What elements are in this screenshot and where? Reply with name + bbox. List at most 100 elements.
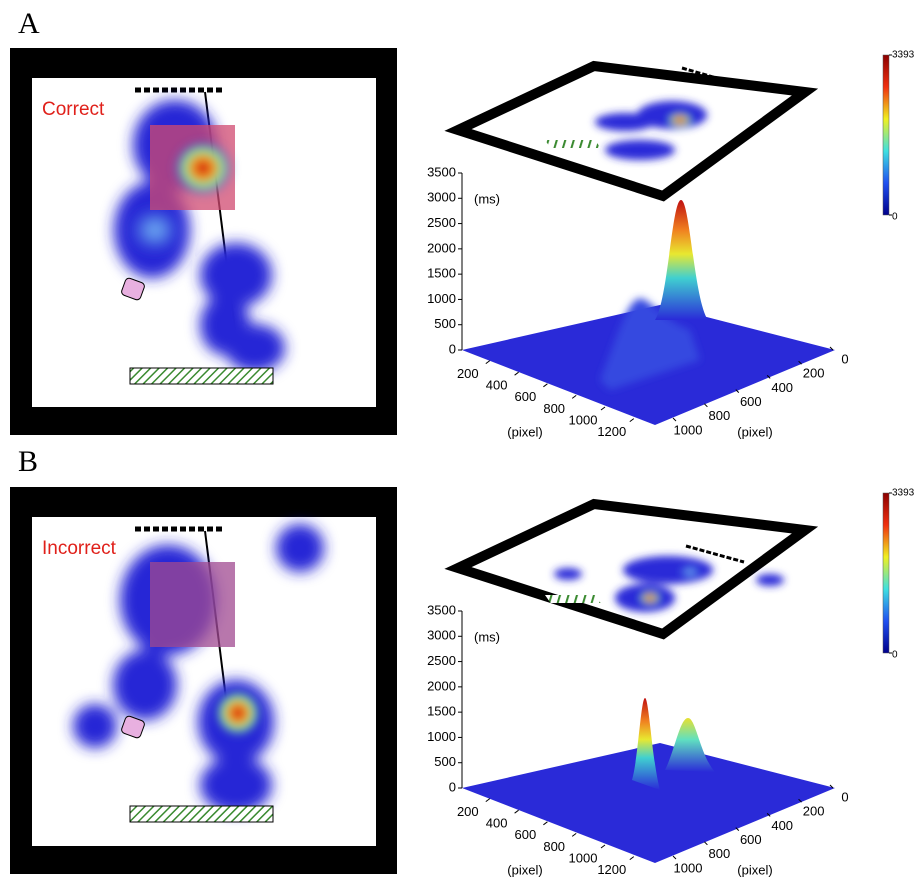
y-tick-label: 800 — [709, 408, 731, 423]
z-tick-label: 3500 — [427, 602, 456, 617]
panel-label: A — [18, 7, 40, 40]
x-tick-label: 1200 — [597, 862, 626, 877]
y-tick-label: 800 — [709, 846, 731, 861]
y-tick — [704, 404, 707, 407]
x-tick-label: 200 — [457, 366, 479, 381]
shape — [554, 568, 582, 580]
z-tick-label: 2500 — [427, 653, 456, 668]
hotspot — [212, 687, 264, 739]
z-tick-label: 0 — [449, 779, 456, 794]
surface-peak — [665, 718, 715, 772]
x-tick — [515, 810, 519, 813]
x-tick-label: 600 — [515, 827, 537, 842]
panel-b: B Incorrect — [10, 445, 397, 874]
x-tick — [572, 395, 576, 398]
x-tick — [630, 857, 634, 860]
surface-plot — [458, 504, 835, 863]
y-tick-label: 400 — [771, 818, 793, 833]
shape — [638, 591, 662, 605]
x-tick — [601, 845, 605, 848]
y-tick-label: 600 — [740, 394, 762, 409]
panel-a: A Correct — [10, 7, 397, 435]
z-tick-label: 1500 — [427, 704, 456, 719]
y-tick-label: 0 — [841, 789, 848, 804]
shape — [200, 243, 272, 307]
x-tick-label: 1000 — [569, 412, 598, 427]
surface-peak — [655, 200, 708, 320]
condition-label: Incorrect — [42, 538, 117, 559]
y-tick — [704, 842, 707, 845]
x-tick-label: 200 — [457, 804, 479, 819]
x-tick — [543, 822, 547, 825]
shape — [200, 757, 272, 813]
inset-ramp — [545, 140, 601, 148]
x-tick — [515, 372, 519, 375]
x-tick-label: 400 — [486, 378, 508, 393]
colorbar — [883, 493, 889, 653]
shape — [73, 704, 117, 748]
panel-label: B — [18, 445, 38, 478]
y-tick — [673, 856, 676, 859]
z-tick-label: 2500 — [427, 215, 456, 230]
ramp — [130, 806, 273, 822]
shape — [676, 565, 704, 579]
z-tick-label: 1000 — [427, 291, 456, 306]
x-tick — [486, 361, 490, 364]
z-axis-label: (ms) — [474, 191, 500, 206]
x-tick-label: 1200 — [597, 424, 626, 439]
inset-ramp — [545, 595, 601, 603]
z-tick-label: 500 — [434, 316, 456, 331]
colorbar-label: 0 — [892, 650, 898, 661]
z-tick-label: 2000 — [427, 678, 456, 693]
x-tick — [543, 384, 547, 387]
x-axis-label: (pixel) — [507, 424, 542, 439]
x-tick-label: 800 — [543, 401, 565, 416]
x-tick — [630, 419, 634, 422]
y-axis-label: (pixel) — [737, 424, 772, 439]
x-tick-label: 800 — [543, 839, 565, 854]
x-tick — [486, 799, 490, 802]
hotspot — [171, 138, 235, 198]
y-tick-label: 400 — [771, 380, 793, 395]
z-tick-label: 3000 — [427, 628, 456, 643]
x-tick — [572, 833, 576, 836]
figure: A Correct B Incorrect — [0, 0, 916, 878]
y-tick-label: 0 — [841, 351, 848, 366]
z-tick-label: 1000 — [427, 729, 456, 744]
z-tick-label: 3000 — [427, 190, 456, 205]
colorbar-label: 0 — [892, 212, 898, 223]
z-tick-label: 0 — [449, 341, 456, 356]
x-tick-label: 600 — [515, 389, 537, 404]
colorbar — [883, 55, 889, 215]
z-tick-label: 500 — [434, 754, 456, 769]
y-tick — [673, 418, 676, 421]
z-axis-label: (ms) — [474, 629, 500, 644]
surface-plot — [458, 66, 835, 425]
x-tick-label: 1000 — [569, 850, 598, 865]
z-tick-label: 1500 — [427, 266, 456, 281]
inset-frame — [458, 66, 805, 196]
shape — [666, 112, 694, 128]
shape — [756, 574, 784, 586]
x-tick-label: 400 — [486, 816, 508, 831]
ramp — [130, 368, 273, 384]
x-tick — [601, 407, 605, 410]
y-axis-label: (pixel) — [737, 862, 772, 877]
x-axis-label: (pixel) — [507, 862, 542, 877]
y-tick-label: 1000 — [674, 422, 703, 437]
shape — [605, 140, 675, 160]
y-tick-label: 1000 — [674, 860, 703, 875]
shape — [225, 324, 285, 372]
roi — [150, 562, 235, 647]
z-tick-label: 3500 — [427, 164, 456, 179]
shape — [113, 650, 177, 720]
colorbar-label: 3393 — [892, 488, 915, 499]
shape — [125, 205, 185, 255]
y-tick-label: 600 — [740, 832, 762, 847]
colorbar-label: 3393 — [892, 50, 915, 61]
z-tick-label: 2000 — [427, 240, 456, 255]
y-tick-label: 200 — [803, 366, 825, 381]
y-tick-label: 200 — [803, 804, 825, 819]
condition-label: Correct — [42, 99, 105, 120]
shape — [276, 524, 324, 572]
